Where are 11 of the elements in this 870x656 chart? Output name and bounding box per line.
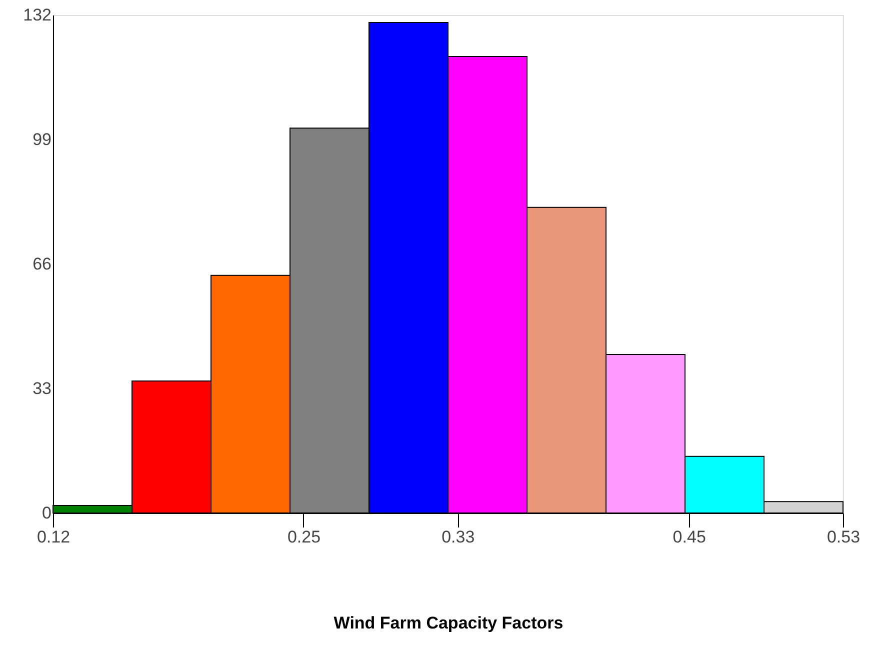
x-tick-label: 0.45 — [672, 528, 706, 546]
y-tick-label: 66 — [32, 254, 52, 274]
y-tick-label: 132 — [23, 6, 52, 24]
y-tick-label: 33 — [32, 379, 52, 398]
x-tick-label: 0.12 — [36, 528, 70, 546]
x-tick-label: 0.53 — [826, 528, 860, 546]
y-tick-label: 99 — [32, 130, 52, 149]
x-tick-label: 0.33 — [442, 528, 475, 546]
x-axis-title: Wind Farm Capacity Factors — [334, 614, 564, 632]
x-tick-label: 0.25 — [287, 528, 321, 546]
y-tick-label: 0 — [42, 504, 52, 522]
